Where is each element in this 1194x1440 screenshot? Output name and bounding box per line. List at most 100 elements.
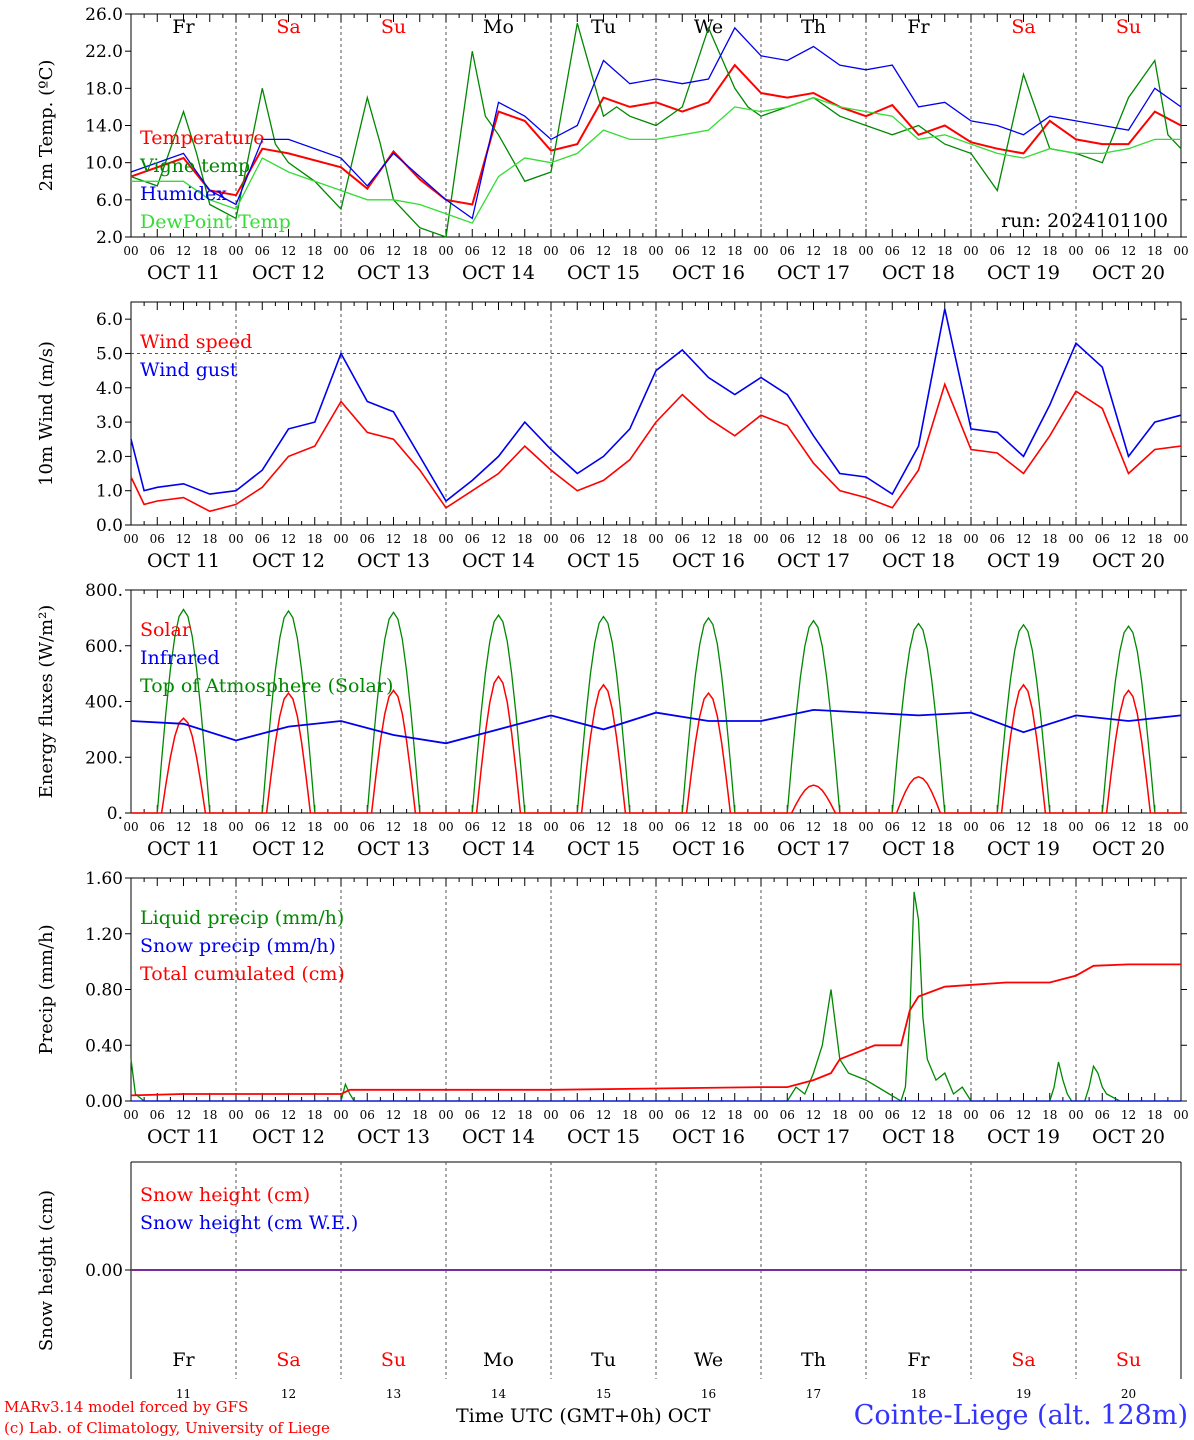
hour-tick-label: 18 bbox=[1042, 1108, 1057, 1122]
hour-tick-label: 00 bbox=[1068, 532, 1083, 546]
temp-series-line bbox=[130, 26, 1182, 220]
temp-series-line bbox=[131, 96, 1181, 224]
hour-tick-label: 06 bbox=[675, 532, 690, 546]
hour-tick-label: 18 bbox=[727, 820, 742, 834]
y-tick-label: 0.80 bbox=[85, 981, 123, 1001]
hour-tick-label: 06 bbox=[675, 820, 690, 834]
hour-tick-label: 18 bbox=[937, 1108, 952, 1122]
hour-tick-label: 00 bbox=[1173, 532, 1188, 546]
hour-tick-label: 18 bbox=[307, 532, 322, 546]
hour-tick-label: 12 bbox=[596, 1108, 611, 1122]
date-label: OCT 11 bbox=[147, 262, 220, 284]
hour-tick-label: 12 bbox=[281, 820, 296, 834]
legend-entry: Snow height (cm) bbox=[140, 1184, 310, 1206]
y-axis-label: Precip (mm/h) bbox=[36, 924, 57, 1054]
day-label: Sa bbox=[276, 16, 300, 38]
hour-tick-label: 18 bbox=[622, 532, 637, 546]
date-label: OCT 12 bbox=[252, 550, 325, 572]
hour-tick-label: 00 bbox=[1173, 820, 1188, 834]
date-label: OCT 16 bbox=[672, 838, 745, 860]
y-tick-label: 600. bbox=[85, 637, 123, 657]
day-label: Su bbox=[1116, 16, 1141, 38]
hour-tick-label: 06 bbox=[990, 820, 1005, 834]
hour-tick-label: 12 bbox=[281, 532, 296, 546]
hour-tick-label: 00 bbox=[753, 1108, 768, 1122]
hour-tick-label: 00 bbox=[333, 1108, 348, 1122]
hour-tick-label: 06 bbox=[570, 820, 585, 834]
infrared-line bbox=[130, 708, 1182, 745]
hour-tick-label: 00 bbox=[963, 244, 978, 258]
hour-tick-label: 00 bbox=[123, 532, 138, 546]
hour-tick-label: 12 bbox=[176, 1108, 191, 1122]
hour-tick-label: 00 bbox=[963, 1108, 978, 1122]
hour-tick-label: 06 bbox=[150, 244, 165, 258]
hour-tick-label: 00 bbox=[333, 244, 348, 258]
hour-tick-label: 18 bbox=[937, 244, 952, 258]
date-number-label: 17 bbox=[806, 1387, 821, 1401]
hour-tick-label: 00 bbox=[648, 1108, 663, 1122]
hour-tick-label: 12 bbox=[491, 1108, 506, 1122]
hour-tick-label: 06 bbox=[885, 532, 900, 546]
hour-tick-label: 18 bbox=[1042, 532, 1057, 546]
date-number-label: 20 bbox=[1121, 1387, 1136, 1401]
date-number-label: 13 bbox=[386, 1387, 401, 1401]
hour-tick-label: 18 bbox=[412, 1108, 427, 1122]
legend-entry: Liquid precip (mm/h) bbox=[140, 907, 344, 929]
y-tick-label: 0.00 bbox=[85, 1261, 123, 1281]
hour-tick-label: 00 bbox=[123, 820, 138, 834]
day-label: Fr bbox=[907, 16, 930, 38]
date-label: OCT 13 bbox=[357, 262, 430, 284]
hour-tick-label: 06 bbox=[465, 244, 480, 258]
hour-tick-label: 12 bbox=[911, 820, 926, 834]
date-label: OCT 15 bbox=[567, 1126, 640, 1148]
hour-tick-label: 18 bbox=[622, 820, 637, 834]
hour-tick-label: 00 bbox=[753, 820, 768, 834]
day-label: We bbox=[694, 1349, 723, 1371]
date-label: OCT 13 bbox=[357, 1126, 430, 1148]
hour-tick-label: 18 bbox=[832, 532, 847, 546]
hour-tick-label: 00 bbox=[1173, 244, 1188, 258]
date-label: OCT 12 bbox=[252, 838, 325, 860]
date-label: OCT 15 bbox=[567, 838, 640, 860]
hour-tick-label: 00 bbox=[648, 532, 663, 546]
hour-tick-label: 06 bbox=[780, 1108, 795, 1122]
hour-tick-label: 00 bbox=[333, 532, 348, 546]
hour-tick-label: 06 bbox=[675, 244, 690, 258]
y-tick-label: 3.0 bbox=[96, 413, 123, 433]
hour-tick-label: 00 bbox=[228, 532, 243, 546]
legend-entry: Top of Atmosphere (Solar) bbox=[140, 675, 393, 697]
day-label: Mo bbox=[483, 1349, 514, 1371]
hour-tick-label: 12 bbox=[806, 820, 821, 834]
y-tick-label: 0.0 bbox=[96, 516, 123, 536]
hour-tick-label: 00 bbox=[1068, 244, 1083, 258]
hour-tick-label: 18 bbox=[307, 244, 322, 258]
date-label: OCT 19 bbox=[987, 838, 1060, 860]
y-tick-label: 2.0 bbox=[96, 447, 123, 467]
y-tick-label: 22.0 bbox=[85, 42, 123, 62]
hour-tick-label: 00 bbox=[543, 244, 558, 258]
date-number-label: 14 bbox=[491, 1387, 507, 1401]
y-tick-label: 18.0 bbox=[85, 79, 123, 99]
panel-1: 2.0 6.0 10.0 14.0 18.0 22.0 26.0 2m Temp. (ºC) 0… bbox=[36, 5, 1189, 284]
date-label: OCT 20 bbox=[1092, 838, 1165, 860]
day-label: Tu bbox=[591, 16, 616, 38]
hour-tick-label: 12 bbox=[1121, 820, 1136, 834]
date-label: OCT 19 bbox=[987, 262, 1060, 284]
hour-tick-label: 12 bbox=[386, 820, 401, 834]
hour-tick-label: 12 bbox=[491, 532, 506, 546]
hour-tick-label: 00 bbox=[438, 1108, 453, 1122]
plot-frame bbox=[130, 301, 1182, 526]
date-label: OCT 19 bbox=[987, 550, 1060, 572]
date-label: OCT 11 bbox=[147, 838, 220, 860]
date-label: OCT 16 bbox=[672, 262, 745, 284]
y-tick-label: 1.60 bbox=[85, 869, 123, 889]
hour-tick-label: 00 bbox=[1173, 1108, 1188, 1122]
day-label: Sa bbox=[1011, 1349, 1035, 1371]
day-label: Mo bbox=[483, 16, 514, 38]
hour-tick-label: 00 bbox=[858, 820, 873, 834]
hour-tick-label: 00 bbox=[438, 532, 453, 546]
date-label: OCT 16 bbox=[672, 1126, 745, 1148]
y-axis-label: 2m Temp. (ºC) bbox=[36, 60, 57, 192]
date-label: OCT 15 bbox=[567, 550, 640, 572]
